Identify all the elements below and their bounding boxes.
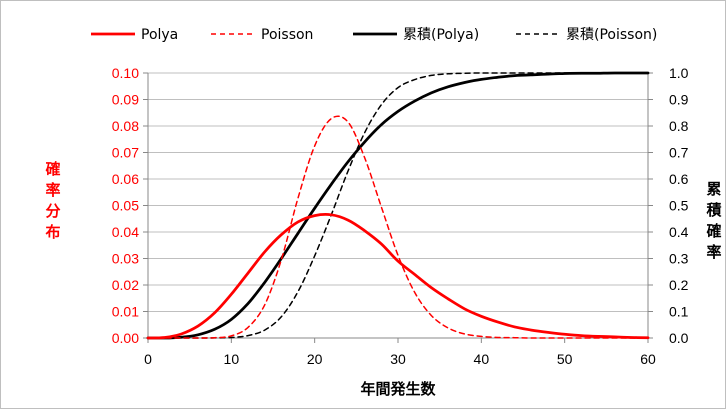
y-right-tick-label: 0.0 xyxy=(669,330,689,346)
y-left-axis-title: 確率分布 xyxy=(44,160,60,241)
legend-label-2: 累積(Polya) xyxy=(403,27,479,43)
x-tick-label: 50 xyxy=(557,351,573,367)
y-left-tick-label: 0.00 xyxy=(112,330,139,346)
y-right-tick-label: 0.7 xyxy=(669,145,689,161)
x-tick-label: 0 xyxy=(144,351,152,367)
y-right-tick-label: 0.2 xyxy=(669,277,689,293)
x-tick-label: 60 xyxy=(640,351,656,367)
legend-label-1: Poisson xyxy=(261,27,313,43)
y-right-tick-label: 0.8 xyxy=(669,118,689,134)
y-left-tick-label: 0.03 xyxy=(112,251,139,267)
x-tick-label: 10 xyxy=(224,351,240,367)
y-right-tick-label: 0.3 xyxy=(669,251,689,267)
x-axis-title: 年間発生数 xyxy=(360,380,436,398)
y-left-tick-label: 0.04 xyxy=(112,224,139,240)
grid-lines xyxy=(148,72,648,312)
y-left-tick-label: 0.07 xyxy=(112,145,139,161)
x-tick-label: 40 xyxy=(474,351,490,367)
y-right-tick-label: 1.0 xyxy=(669,65,689,81)
legend-label-3: 累積(Poisson) xyxy=(566,27,657,43)
y-right-tick-label: 0.1 xyxy=(669,304,689,320)
y-left-tick-label: 0.06 xyxy=(112,171,139,187)
y-left-tick-label: 0.05 xyxy=(112,198,139,214)
y-right-tick-label: 0.9 xyxy=(669,92,689,108)
series-line-1 xyxy=(147,115,649,339)
legend: Polya Poisson 累積(Polya) 累積(Poisson) xyxy=(91,27,657,43)
y-left-tick-label: 0.08 xyxy=(112,118,139,134)
series-lines xyxy=(146,71,650,340)
y-right-tick-label: 0.6 xyxy=(669,171,689,187)
legend-label-0: Polya xyxy=(141,27,178,43)
y-right-tick-label: 0.4 xyxy=(669,224,689,240)
y-left-tick-label: 0.01 xyxy=(112,304,139,320)
axes: 0.00 0.0 0.01 0.1 0.02 0.2 0.03 0.3 0.04 0.4 0.05 0… xyxy=(112,65,689,367)
y-right-axis-title: 累積確率 xyxy=(705,180,722,261)
y-right-tick-label: 0.5 xyxy=(669,198,689,214)
y-left-tick-label: 0.10 xyxy=(112,65,139,81)
series-line-0 xyxy=(146,213,650,340)
y-left-tick-label: 0.02 xyxy=(112,277,139,293)
y-left-tick-label: 0.09 xyxy=(112,92,139,108)
series-line-3 xyxy=(147,72,649,339)
x-tick-label: 20 xyxy=(307,351,323,367)
x-tick-label: 30 xyxy=(390,351,406,367)
